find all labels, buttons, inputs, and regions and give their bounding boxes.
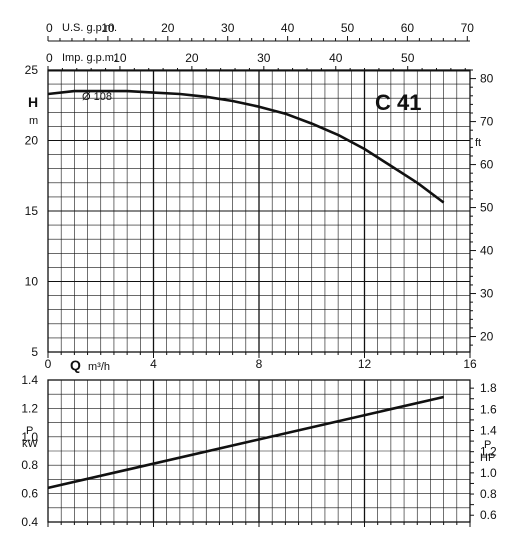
hp-tick-label: 0.6 xyxy=(480,508,497,522)
power-tick-label: 1.2 xyxy=(21,401,38,415)
power-tick-label: 1.4 xyxy=(21,373,38,387)
ft-tick-label: 40 xyxy=(480,244,494,258)
hp-tick-label: 1.8 xyxy=(480,381,497,395)
flow-tick-label: 16 xyxy=(463,357,477,371)
power-axis-unit: kW xyxy=(22,438,39,450)
imp-gpm-tick-label: 40 xyxy=(329,51,343,65)
head-axis-label: H xyxy=(28,94,38,110)
head-axis-unit: m xyxy=(29,115,38,127)
power-tick-label: 1.0 xyxy=(21,430,38,444)
head-tick-label: 10 xyxy=(25,275,39,289)
labels-layer: C 41 H m ft Ø 108 U.S. g.p.m. Imp. g.p.m… xyxy=(22,22,495,464)
imp-gpm-tick-label: 30 xyxy=(257,51,271,65)
us-gpm-tick-label: 30 xyxy=(221,21,235,35)
flow-tick-label: 0 xyxy=(45,357,52,371)
power-tick-label: 0.8 xyxy=(21,458,38,472)
power-tick-label: 0.6 xyxy=(21,487,38,501)
hp-tick-label: 1.2 xyxy=(480,445,497,459)
head-right-unit: ft xyxy=(475,137,481,149)
us-gpm-tick-label: 0 xyxy=(46,21,53,35)
ft-tick-label: 80 xyxy=(480,72,494,86)
imp-gpm-axis-label: Imp. g.p.m. xyxy=(62,52,117,64)
us-gpm-tick-label: 60 xyxy=(401,21,415,35)
imp-gpm-tick-label: 0 xyxy=(46,51,53,65)
us-gpm-tick-label: 40 xyxy=(281,21,295,35)
hp-tick-label: 1.4 xyxy=(480,424,497,438)
power-right-axis-unit: HP xyxy=(480,452,495,464)
hp-tick-label: 0.8 xyxy=(480,487,497,501)
imp-gpm-tick-label: 50 xyxy=(401,51,415,65)
flow-tick-label: 4 xyxy=(150,357,157,371)
us-gpm-tick-label: 70 xyxy=(461,21,475,35)
power-axis-label: P xyxy=(26,425,33,437)
flow-tick-label: 8 xyxy=(256,357,263,371)
ft-tick-label: 60 xyxy=(480,158,494,172)
head-tick-label: 5 xyxy=(31,345,38,359)
hp-tick-label: 1.6 xyxy=(480,402,497,416)
grid-layer xyxy=(48,70,470,522)
impeller-diameter-label: Ø 108 xyxy=(82,91,112,103)
flow-axis-unit: m³/h xyxy=(88,361,110,373)
flow-axis-label: Q xyxy=(70,357,81,373)
ft-tick-label: 70 xyxy=(480,115,494,129)
head-curve xyxy=(47,89,445,204)
head-tick-label: 20 xyxy=(25,134,39,148)
head-tick-label: 25 xyxy=(25,63,39,77)
ft-tick-label: 50 xyxy=(480,201,494,215)
power-tick-label: 0.4 xyxy=(21,515,38,529)
us-gpm-tick-label: 50 xyxy=(341,21,355,35)
imp-gpm-tick-label: 10 xyxy=(113,51,127,65)
flow-tick-label: 12 xyxy=(358,357,372,371)
us-gpm-tick-label: 20 xyxy=(161,21,175,35)
us-gpm-axis-label: U.S. g.p.m. xyxy=(62,22,117,34)
power-right-axis-label: P xyxy=(484,439,491,451)
axes-layer: 0 10 20 30 40 50 60 700 10 20 30 40 5051015202520304… xyxy=(21,21,497,529)
model-label: C 41 xyxy=(375,90,421,115)
ft-tick-label: 30 xyxy=(480,287,494,301)
curves-layer xyxy=(47,89,445,490)
hp-tick-label: 1.0 xyxy=(480,466,497,480)
imp-gpm-tick-label: 20 xyxy=(185,51,199,65)
head-tick-label: 15 xyxy=(25,204,39,218)
ft-tick-label: 20 xyxy=(480,330,494,344)
us-gpm-tick-label: 10 xyxy=(101,21,115,35)
power-curve xyxy=(47,395,444,490)
